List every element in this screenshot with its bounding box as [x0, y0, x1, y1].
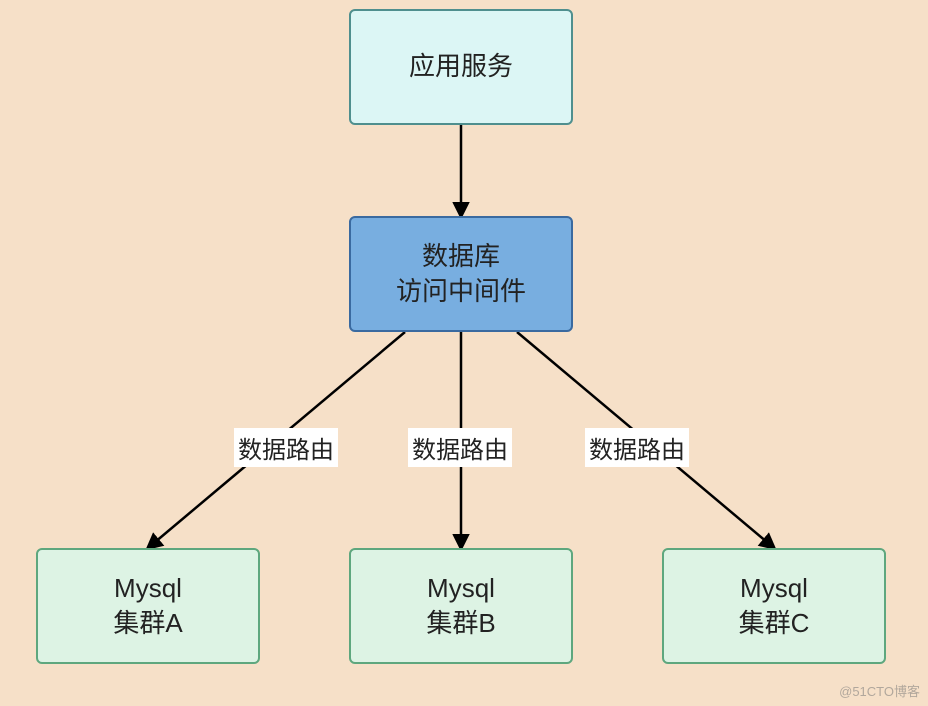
node-label: 访问中间件 [396, 274, 526, 309]
node-label: Mysql [740, 571, 808, 606]
node-mysql-cluster-b: Mysql 集群B [349, 548, 573, 664]
node-app-service: 应用服务 [349, 9, 573, 125]
node-db-middleware: 数据库 访问中间件 [349, 216, 573, 332]
diagram-canvas: 应用服务 数据库 访问中间件 Mysql 集群A Mysql 集群B Mysql… [0, 0, 928, 706]
node-label: Mysql [427, 571, 495, 606]
node-label: 数据库 [422, 239, 500, 274]
edge-label-route-c: 数据路由 [585, 428, 689, 467]
edge-label-route-b: 数据路由 [408, 428, 512, 467]
node-label: 集群B [426, 606, 495, 641]
node-label: Mysql [114, 571, 182, 606]
watermark-text: @51CTO博客 [839, 681, 920, 700]
edge-label-route-a: 数据路由 [234, 428, 338, 467]
node-mysql-cluster-c: Mysql 集群C [662, 548, 886, 664]
node-label: 集群A [113, 606, 182, 641]
node-label: 集群C [739, 606, 810, 641]
node-mysql-cluster-a: Mysql 集群A [36, 548, 260, 664]
node-label: 应用服务 [409, 49, 513, 84]
